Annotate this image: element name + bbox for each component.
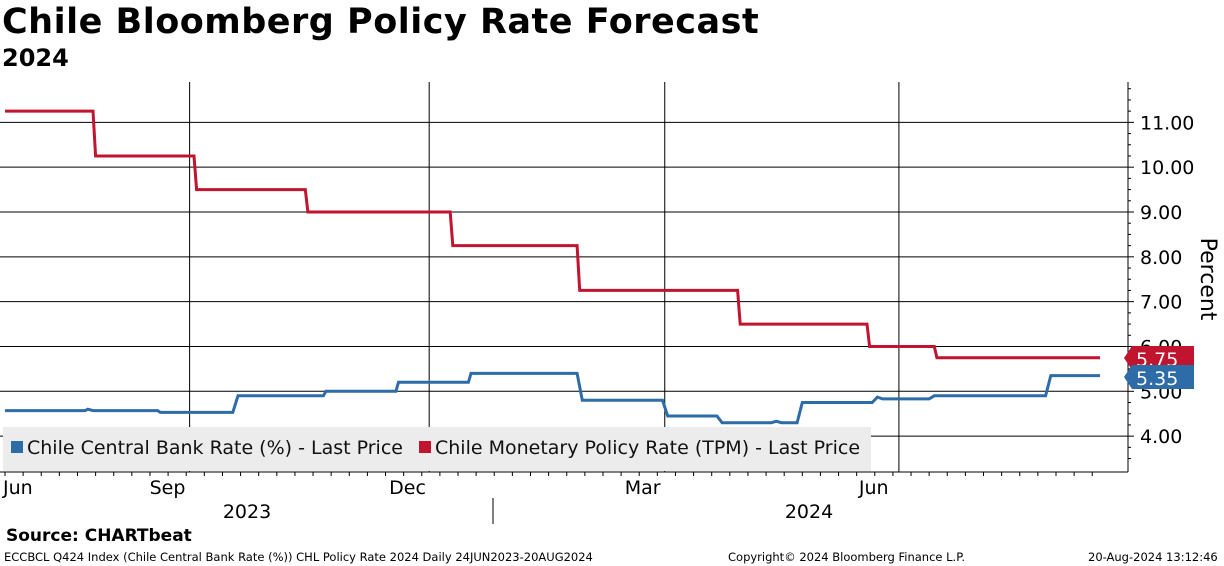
chart-title: Chile Bloomberg Policy Rate Forecast — [2, 2, 760, 42]
legend-label: Chile Central Bank Rate (%) - Last Price — [27, 437, 403, 459]
series-line — [5, 371, 1100, 425]
footer-copyright: Copyright© 2024 Bloomberg Finance L.P. — [728, 550, 965, 564]
footer-timestamp: 20-Aug-2024 13:12:46 — [1088, 550, 1218, 564]
legend-swatch-central-bank-rate — [11, 441, 23, 453]
x-tick-label: Mar — [625, 477, 661, 499]
x-tick-label: Dec — [389, 477, 426, 499]
footer-index-info: ECCBCL Q424 Index (Chile Central Bank Ra… — [4, 550, 593, 564]
legend-label: Chile Monetary Policy Rate (TPM) - Last … — [435, 437, 861, 459]
x-axis: Jun Sep Dec Mar Jun 2023 2024 — [0, 471, 1128, 524]
y-axis-label: Percent — [1195, 238, 1220, 321]
last-value-badge — [1124, 365, 1194, 389]
x-tick-label: Jun — [2, 477, 33, 499]
last-value-badge — [1124, 346, 1194, 370]
series-line — [5, 109, 1100, 360]
chart-grid — [0, 82, 1128, 472]
chart-series — [5, 109, 1100, 425]
last-value-labels: 5.755.35 — [1124, 346, 1194, 390]
x-year-label: 2024 — [785, 501, 833, 523]
x-tick-label: Jun — [858, 477, 889, 499]
y-tick-label: 9.00 — [1140, 202, 1182, 224]
legend-item-central-bank-rate: Chile Central Bank Rate (%) - Last Price — [11, 437, 403, 459]
legend: Chile Central Bank Rate (%) - Last Price… — [3, 427, 871, 471]
legend-swatch-monetary-policy-rate — [419, 441, 431, 453]
y-tick-label: 11.00 — [1140, 112, 1194, 134]
y-tick-label: 4.00 — [1140, 426, 1182, 448]
last-value-text: 5.35 — [1136, 368, 1178, 390]
legend-item-monetary-policy-rate: Chile Monetary Policy Rate (TPM) - Last … — [419, 437, 860, 459]
y-tick-label: 8.00 — [1140, 247, 1182, 269]
x-tick-label: Sep — [150, 477, 186, 499]
y-tick-label: 7.00 — [1140, 292, 1182, 314]
chart-subtitle: 2024 — [2, 44, 69, 72]
source-note: Source: CHARTbeat — [6, 526, 192, 546]
y-tick-label: 10.00 — [1140, 157, 1194, 179]
x-year-label: 2023 — [223, 501, 271, 523]
